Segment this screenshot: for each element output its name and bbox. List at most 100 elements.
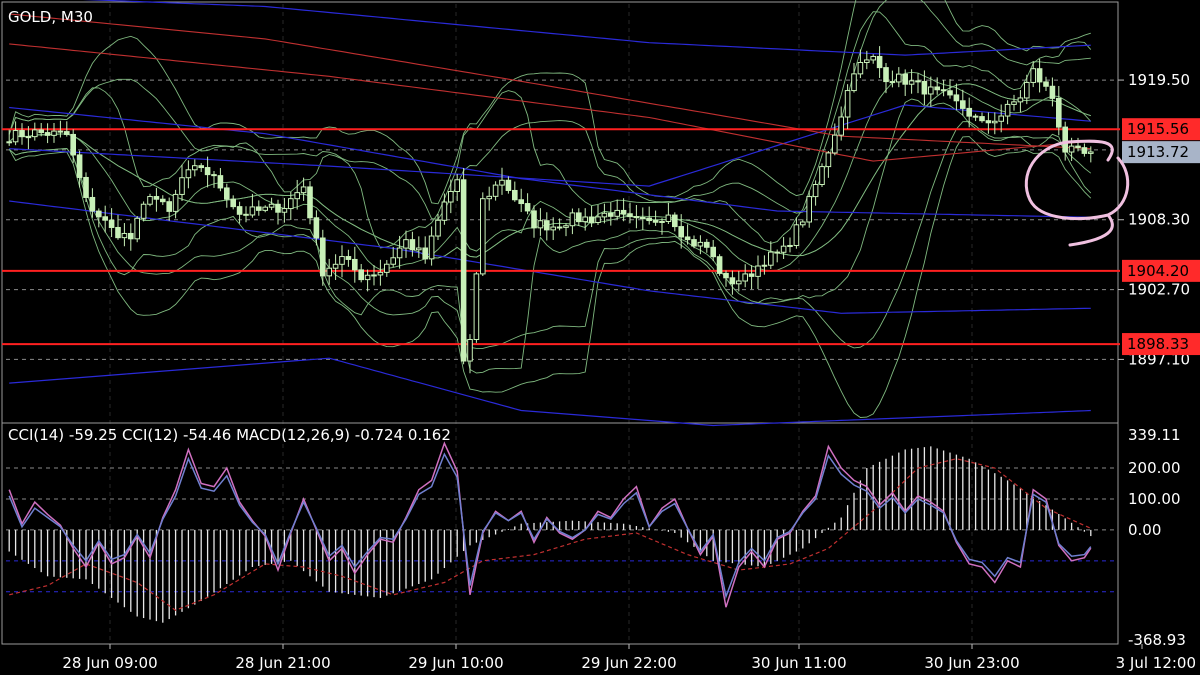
candle-body: [224, 187, 230, 200]
level-price-badge: [1122, 333, 1200, 356]
candle-body: [172, 193, 179, 212]
candle-body: [678, 226, 685, 238]
candle-body: [89, 196, 96, 212]
candle-body: [326, 267, 332, 277]
time-tick-label: 30 Jun 23:00: [924, 654, 1019, 672]
candle-body: [460, 179, 467, 362]
candle-body: [390, 257, 396, 265]
candle-body: [902, 73, 909, 85]
candle-body: [960, 100, 966, 109]
chart-frame: [1, 1, 1119, 645]
candle-body: [563, 225, 569, 228]
candle-body: [608, 212, 614, 217]
candle-body: [979, 116, 985, 122]
time-tick-label: 28 Jun 09:00: [62, 654, 157, 672]
candle-body: [230, 198, 236, 208]
moving-average-blue: [9, 200, 1091, 314]
candle-body: [64, 131, 70, 135]
oscillator-grid: [6, 467, 1118, 593]
moving-averages: [9, 0, 1091, 427]
candle-body: [32, 129, 38, 138]
candle-body: [800, 221, 806, 226]
candle-body: [870, 55, 877, 61]
candle-body: [44, 132, 51, 136]
candle-body: [672, 214, 678, 228]
candle-body: [1011, 101, 1017, 105]
candle-body: [108, 219, 115, 228]
candle-body: [19, 130, 25, 138]
candle-body: [492, 184, 499, 197]
indicator-caption: CCI(14) -59.25 CCI(12) -54.46 MACD(12,26…: [8, 426, 451, 444]
candle-body: [659, 220, 665, 223]
candle-body: [467, 339, 473, 362]
candle-body: [966, 107, 973, 117]
level-price-badge: [1122, 118, 1200, 141]
price-tick-label: 1908.30: [1128, 211, 1190, 229]
candle-body: [262, 206, 268, 211]
time-tick-label: 30 Jun 11:00: [751, 654, 846, 672]
candle-body: [934, 86, 941, 91]
candle-body: [915, 80, 921, 83]
price-tick-label: 1919.50: [1128, 71, 1190, 89]
candle-body: [1043, 81, 1049, 87]
candle-body: [518, 199, 525, 205]
candle-body: [268, 203, 275, 208]
moving-average-blue: [9, 106, 1091, 218]
candle-body: [339, 256, 345, 265]
candle-body: [441, 201, 448, 221]
candle-body: [57, 130, 64, 133]
candle-body: [249, 206, 256, 216]
candle-body: [569, 212, 576, 227]
candle-body: [838, 116, 845, 136]
candle-body: [281, 208, 288, 213]
candle-body: [556, 226, 563, 229]
candle-body: [1062, 126, 1069, 153]
candle-body: [211, 174, 217, 177]
time-tick-label: 29 Jun 10:00: [408, 654, 503, 672]
candle-body: [883, 67, 889, 83]
candle-body: [422, 247, 428, 260]
price-axis: 1919.501908.301902.701897.101913.721915.…: [1118, 71, 1200, 649]
bollinger-upper-line: [8, 0, 1091, 205]
oscillator-tick-label: 100.00: [1128, 490, 1181, 508]
candle-body: [787, 244, 793, 247]
candle-body: [576, 212, 582, 223]
time-axis: 28 Jun 09:00 28 Jun 21:00 29 Jun 10:00 29 J…: [62, 644, 1196, 672]
candle-body: [371, 274, 377, 277]
cci12-line: [8, 452, 1092, 600]
candle-body: [83, 176, 89, 198]
candle-body: [70, 133, 77, 156]
candle-body: [480, 198, 486, 275]
candle-body: [1017, 97, 1024, 103]
candle-body: [825, 152, 832, 168]
bollinger-upper-line: [8, 11, 1092, 249]
horizontal-levels[interactable]: [2, 128, 1120, 346]
candle-body: [1068, 145, 1075, 153]
candle-body: [486, 195, 492, 200]
candle-body: [972, 115, 979, 118]
candle-body: [236, 206, 243, 215]
time-tick-label: 29 Jun 22:00: [581, 654, 676, 672]
candle-body: [729, 277, 736, 285]
candle-body: [704, 241, 710, 248]
candle-body: [896, 73, 902, 83]
candle-body: [1049, 85, 1056, 99]
candle-body: [96, 210, 102, 218]
candle-body: [185, 169, 192, 179]
bollinger-middle-line: [8, 71, 1092, 272]
moving-average-red: [9, 43, 1091, 162]
candle-body: [697, 241, 704, 247]
candle-body: [1081, 147, 1088, 154]
candle-body: [416, 247, 422, 251]
candle-body: [1004, 103, 1011, 117]
candle-body: [134, 217, 140, 240]
candle-body: [25, 136, 32, 139]
candle-body: [428, 235, 435, 260]
candle-body: [889, 81, 896, 84]
candle-body: [1088, 151, 1094, 154]
candle-body: [409, 239, 416, 251]
candle-body: [806, 196, 813, 223]
candle-body: [652, 220, 659, 223]
